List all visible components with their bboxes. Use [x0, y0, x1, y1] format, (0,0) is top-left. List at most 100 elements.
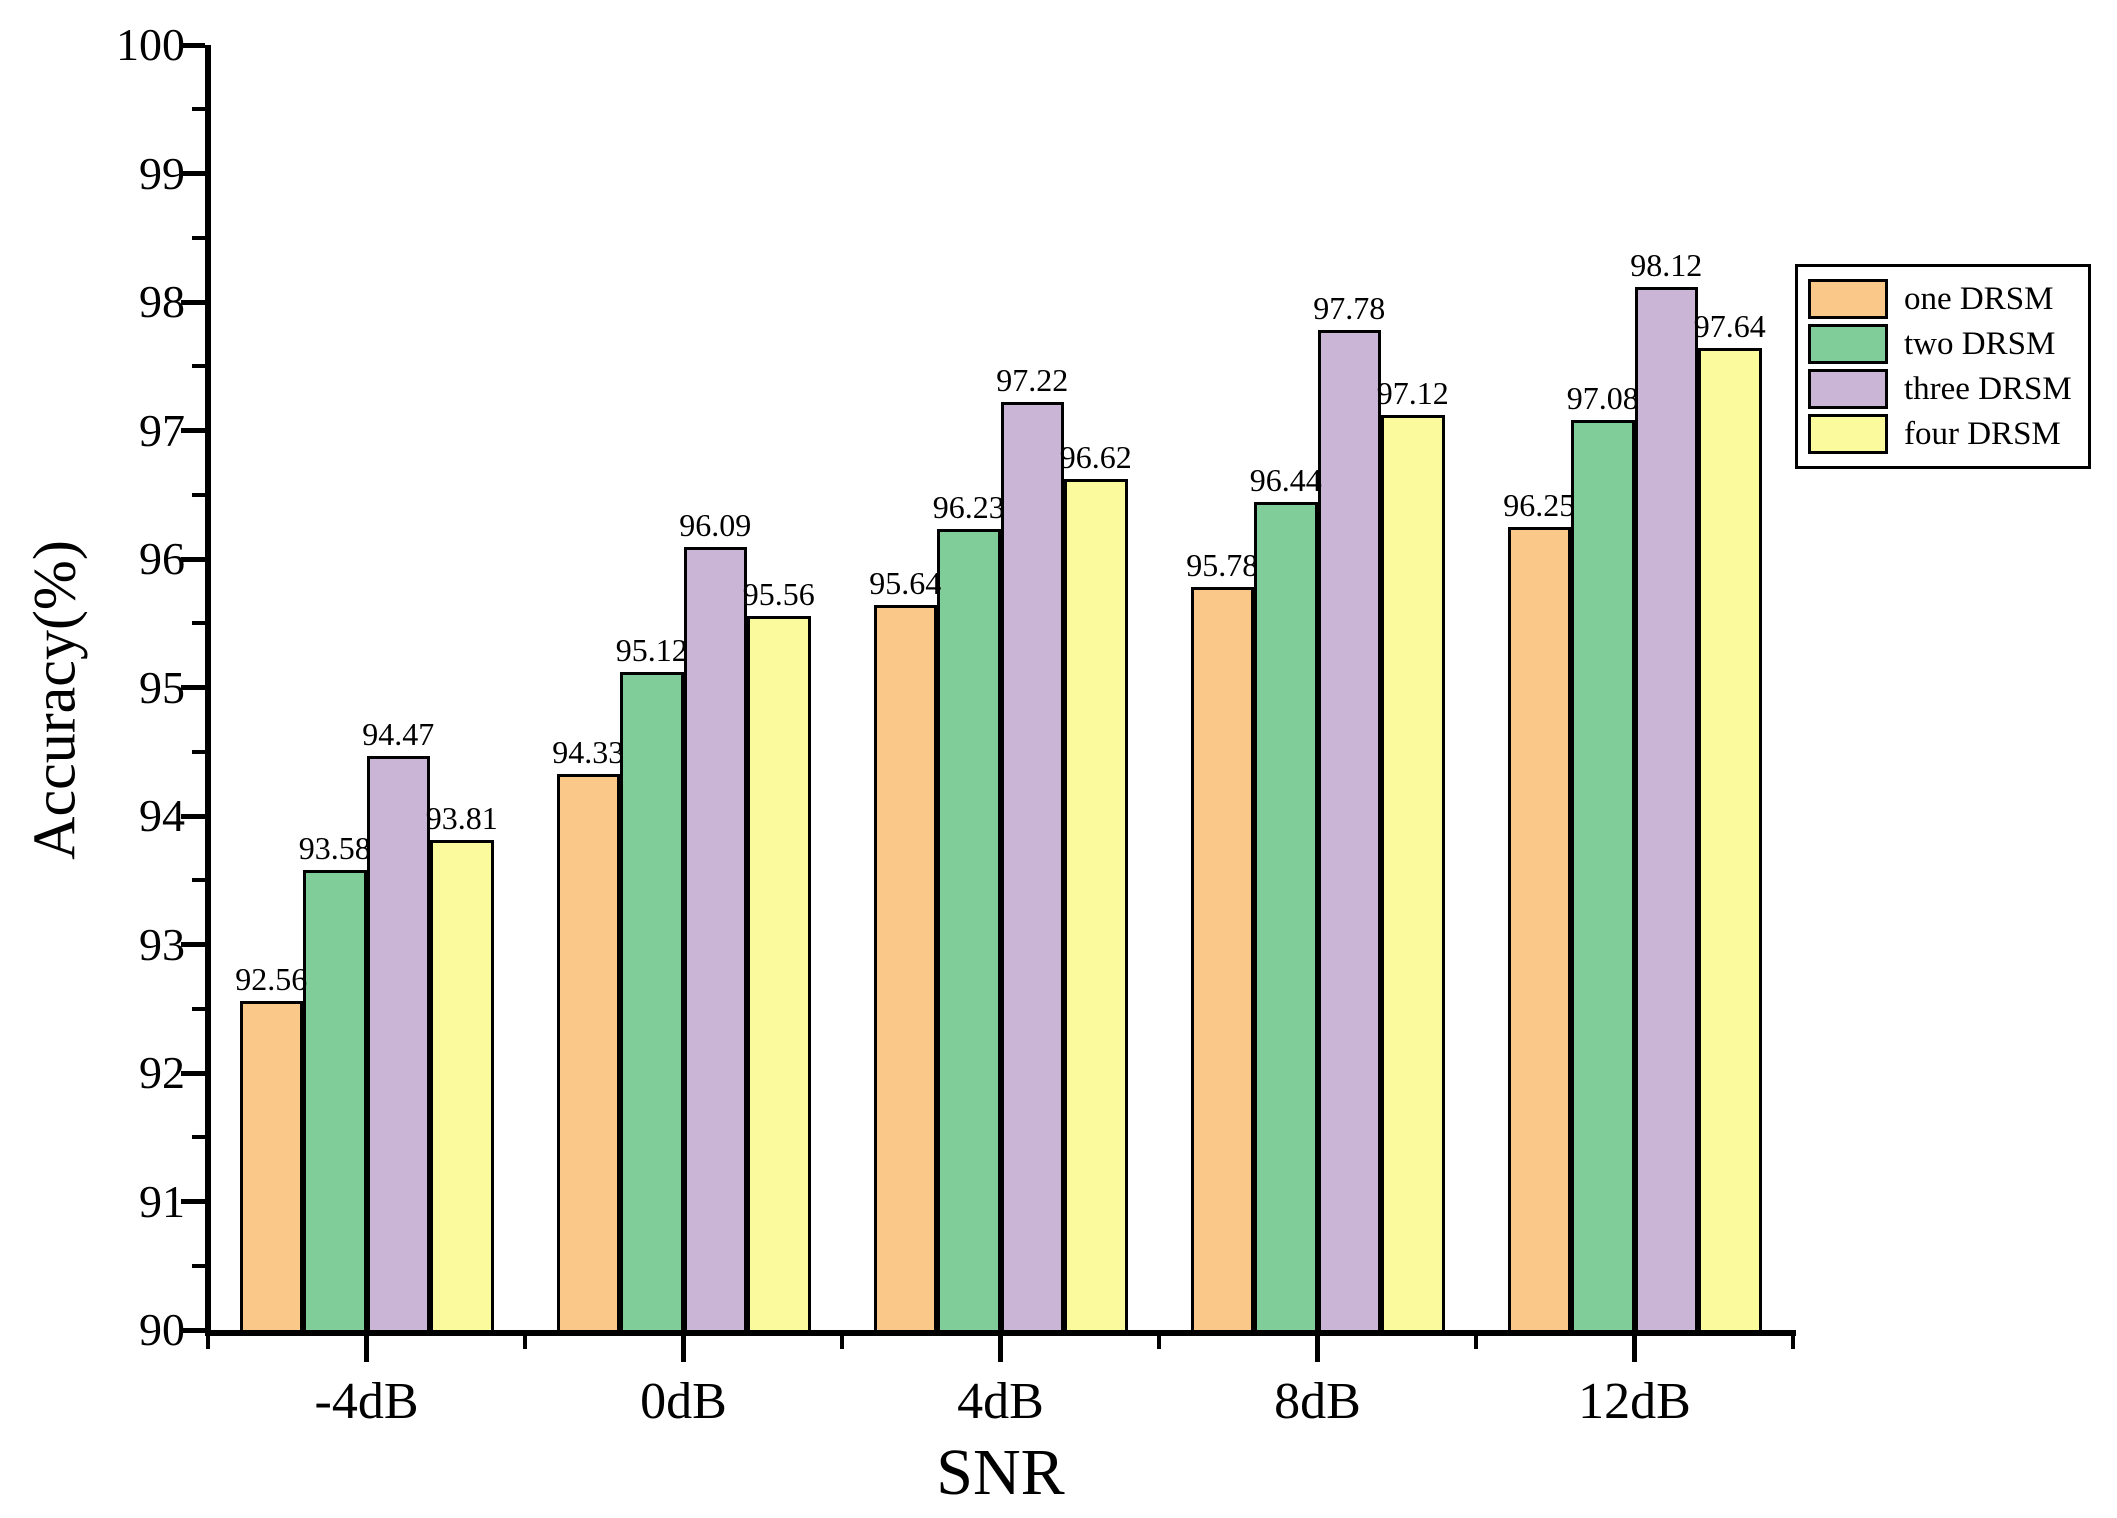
legend-item: two DRSM [1808, 323, 2072, 365]
legend-item-label: one DRSM [1904, 281, 2054, 317]
x-minor-tick [1791, 1336, 1795, 1349]
y-major-tick [181, 299, 205, 305]
bar-value-label: 93.81 [425, 800, 498, 837]
x-tick-label: -4dB [314, 1373, 419, 1430]
y-minor-tick [192, 621, 205, 626]
y-major-tick [181, 1199, 205, 1204]
y-major-tick [181, 428, 205, 433]
bar [1000, 402, 1064, 1333]
bar [1381, 415, 1445, 1333]
y-axis-line [205, 45, 211, 1336]
bar-value-label: 94.33 [552, 733, 625, 770]
bar [1634, 286, 1698, 1333]
bar-value-label: 96.25 [1503, 486, 1576, 523]
legend-item: three DRSM [1808, 368, 2072, 410]
bar [303, 869, 367, 1333]
bar [683, 547, 747, 1333]
bar-value-label: 96.09 [679, 507, 752, 544]
bar [1507, 526, 1571, 1333]
plot-area: 90 91 92 93 94 95 96 97 98 99 100 -4dB 0dB 4dB 8dB 12dB… [116, 19, 1796, 1430]
bar-value-label: 94.47 [362, 715, 435, 752]
y-minor-tick [192, 878, 205, 883]
x-tick-label: 0dB [640, 1373, 727, 1430]
y-minor-tick [192, 1006, 205, 1011]
y-major-tick [181, 813, 205, 819]
bar-value-label: 96.62 [1059, 439, 1132, 476]
legend-item-label: two DRSM [1904, 326, 2056, 362]
bar-value-label: 97.12 [1376, 375, 1449, 412]
x-axis-title: SNR [936, 1436, 1065, 1509]
y-tick-label: 94 [139, 790, 185, 841]
legend-item-label: three DRSM [1904, 371, 2072, 407]
y-major-tick [181, 1070, 205, 1076]
y-tick-label: 97 [139, 404, 185, 456]
bar-value-label: 97.78 [1313, 290, 1386, 327]
y-minor-tick [192, 1263, 205, 1268]
bar [1064, 479, 1128, 1333]
bar-value-label: 96.23 [932, 489, 1005, 526]
legend-swatch [1808, 279, 1888, 319]
y-major-tick [181, 1327, 205, 1333]
bar-value-label: 93.58 [298, 829, 371, 866]
bar [937, 529, 1001, 1333]
bar [1317, 330, 1381, 1333]
x-tick-label: 12dB [1578, 1373, 1691, 1430]
x-major-tick [1632, 1336, 1637, 1362]
bar-value-label: 98.12 [1630, 246, 1703, 283]
y-tick-label: 96 [139, 533, 185, 584]
bar-value-label: 95.56 [742, 575, 815, 612]
bar [1254, 502, 1318, 1333]
x-major-tick [998, 1336, 1003, 1362]
bar [1571, 420, 1635, 1333]
x-minor-tick [1474, 1336, 1478, 1349]
y-minor-tick [192, 364, 205, 369]
y-major-tick [181, 171, 205, 176]
x-major-tick [681, 1336, 686, 1362]
x-minor-tick [523, 1336, 527, 1349]
y-minor-tick [192, 235, 205, 240]
x-major-tick [1315, 1336, 1320, 1362]
y-tick-label: 99 [139, 147, 185, 199]
bar [873, 605, 937, 1333]
x-tick-label: 4dB [957, 1373, 1044, 1430]
bar [239, 1001, 303, 1333]
x-minor-tick [1157, 1336, 1161, 1349]
y-major-tick [181, 556, 205, 562]
bar [620, 672, 684, 1333]
bar-value-label: 97.64 [1693, 308, 1766, 345]
y-minor-tick [192, 1135, 205, 1140]
y-tick-label: 90 [139, 1304, 185, 1355]
x-minor-tick [840, 1336, 844, 1349]
bar-value-label: 95.78 [1186, 547, 1259, 584]
y-minor-tick [192, 107, 205, 112]
legend-item-label: four DRSM [1904, 416, 2061, 452]
y-tick-label: 93 [139, 918, 185, 970]
legend-swatch [1808, 324, 1888, 364]
bar-value-label: 95.12 [615, 632, 688, 669]
y-tick-label: 95 [139, 661, 185, 713]
bar [747, 615, 811, 1333]
y-major-tick [181, 942, 205, 947]
y-minor-tick [192, 749, 205, 754]
bar [556, 773, 620, 1333]
legend-swatch [1808, 369, 1888, 409]
y-major-tick [181, 685, 205, 690]
y-tick-label: 98 [139, 276, 185, 327]
bar [430, 840, 494, 1333]
y-minor-tick [192, 492, 205, 497]
bar [1190, 587, 1254, 1333]
bar-value-label: 97.22 [996, 362, 1069, 399]
y-tick-label: 92 [139, 1047, 185, 1098]
y-major-tick [181, 42, 205, 48]
x-tick-label: 8dB [1274, 1373, 1361, 1430]
legend-item: four DRSM [1808, 413, 2072, 455]
y-tick-label: 91 [139, 1175, 185, 1227]
legend: one DRSM two DRSM three DRSM four DRSM [1795, 264, 2091, 469]
bar-value-label: 95.64 [869, 565, 942, 602]
bar-value-label: 92.56 [235, 961, 308, 998]
x-major-tick [364, 1336, 369, 1362]
bar-value-label: 96.44 [1249, 462, 1322, 499]
bar-value-label: 97.08 [1566, 380, 1639, 417]
bar [1698, 348, 1762, 1333]
